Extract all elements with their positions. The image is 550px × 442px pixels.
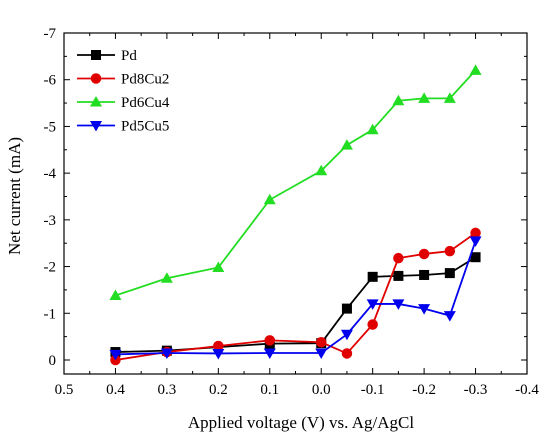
- data-point: [315, 348, 328, 359]
- x-tick-label: 0.5: [55, 382, 74, 398]
- data-point: [470, 252, 481, 263]
- x-tick-label: -0.4: [515, 382, 539, 398]
- y-tick-label: -6: [44, 73, 57, 89]
- data-point: [263, 193, 276, 205]
- data-point: [367, 271, 378, 282]
- y-axis-title: Net current (mA): [5, 137, 24, 255]
- legend-marker: [90, 96, 102, 107]
- data-point: [418, 248, 430, 260]
- data-point: [160, 348, 173, 359]
- y-tick-label: -7: [44, 26, 57, 42]
- data-point: [109, 349, 122, 361]
- legend-label: Pd5Cu5: [121, 119, 169, 135]
- data-point: [469, 64, 482, 75]
- x-tick-label: -0.2: [412, 382, 436, 398]
- data-point: [109, 289, 122, 301]
- legend-label: Pd: [121, 48, 137, 64]
- legend-item: Pd8Cu2: [77, 72, 169, 88]
- data-point: [393, 252, 404, 264]
- x-tick-label: 0.3: [158, 382, 177, 398]
- legend-item: Pd6Cu4: [77, 95, 170, 111]
- data-point: [392, 299, 405, 310]
- data-series: [109, 64, 482, 366]
- data-point: [443, 311, 456, 322]
- data-point: [418, 92, 431, 103]
- x-tick-label: -0.1: [361, 382, 385, 398]
- data-point: [160, 272, 173, 283]
- y-tick-label: -5: [44, 119, 57, 135]
- data-point: [315, 336, 327, 348]
- data-point: [341, 348, 353, 359]
- data-point: [212, 348, 225, 360]
- x-tick-label: 0.0: [312, 382, 331, 398]
- data-point: [315, 164, 328, 176]
- y-tick-label: -3: [44, 213, 57, 229]
- legend-item: Pd5Cu5: [77, 119, 169, 135]
- legend-marker: [91, 50, 101, 60]
- data-point: [340, 139, 353, 150]
- legend-marker: [90, 121, 102, 132]
- data-point: [340, 329, 353, 341]
- data-point: [213, 340, 224, 352]
- legend: Pd Pd8Cu2 Pd6Cu4 Pd5Cu5: [77, 48, 170, 135]
- data-point: [263, 348, 276, 359]
- x-tick-label: -0.3: [464, 382, 488, 398]
- x-axis-title: Applied voltage (V) vs. Ag/AgCl: [188, 413, 414, 432]
- series-pd8cu2: [110, 227, 481, 366]
- data-point: [470, 227, 481, 239]
- x-tick-label: 0.2: [209, 382, 228, 398]
- x-tick-label: 0.1: [260, 382, 279, 398]
- y-tick-label: -4: [44, 166, 57, 182]
- data-point: [444, 245, 456, 257]
- data-point: [212, 261, 225, 272]
- y-tick-label: 0: [49, 353, 57, 369]
- y-tick-label: -1: [44, 306, 57, 322]
- legend-label: Pd6Cu4: [121, 95, 170, 111]
- data-point: [367, 319, 378, 330]
- data-point: [264, 335, 276, 346]
- data-point: [418, 304, 431, 315]
- data-point: [341, 303, 352, 314]
- data-point: [443, 92, 456, 103]
- y-axis-ticks: 0 -1 -2 -3 -4 -5 -6 -7: [44, 26, 527, 369]
- data-point: [392, 94, 405, 106]
- data-point: [393, 270, 404, 281]
- legend-marker: [90, 73, 102, 84]
- legend-item: Pd: [77, 48, 137, 64]
- data-point: [444, 268, 455, 279]
- series-line: [115, 69, 477, 297]
- data-point: [366, 123, 379, 135]
- y-tick-label: -2: [44, 260, 57, 276]
- x-tick-label: 0.4: [106, 382, 125, 398]
- data-point: [366, 299, 379, 310]
- x-axis-ticks: 0.5 0.4 0.3 0.2 0.1 0.0 -0.1 -0.2 -0.3 -0.4: [55, 33, 539, 398]
- series-pd6cu4: [109, 64, 482, 301]
- legend-label: Pd8Cu2: [121, 72, 169, 88]
- series-pd5cu5: [109, 236, 482, 361]
- data-point: [419, 269, 430, 280]
- data-point: [469, 236, 482, 247]
